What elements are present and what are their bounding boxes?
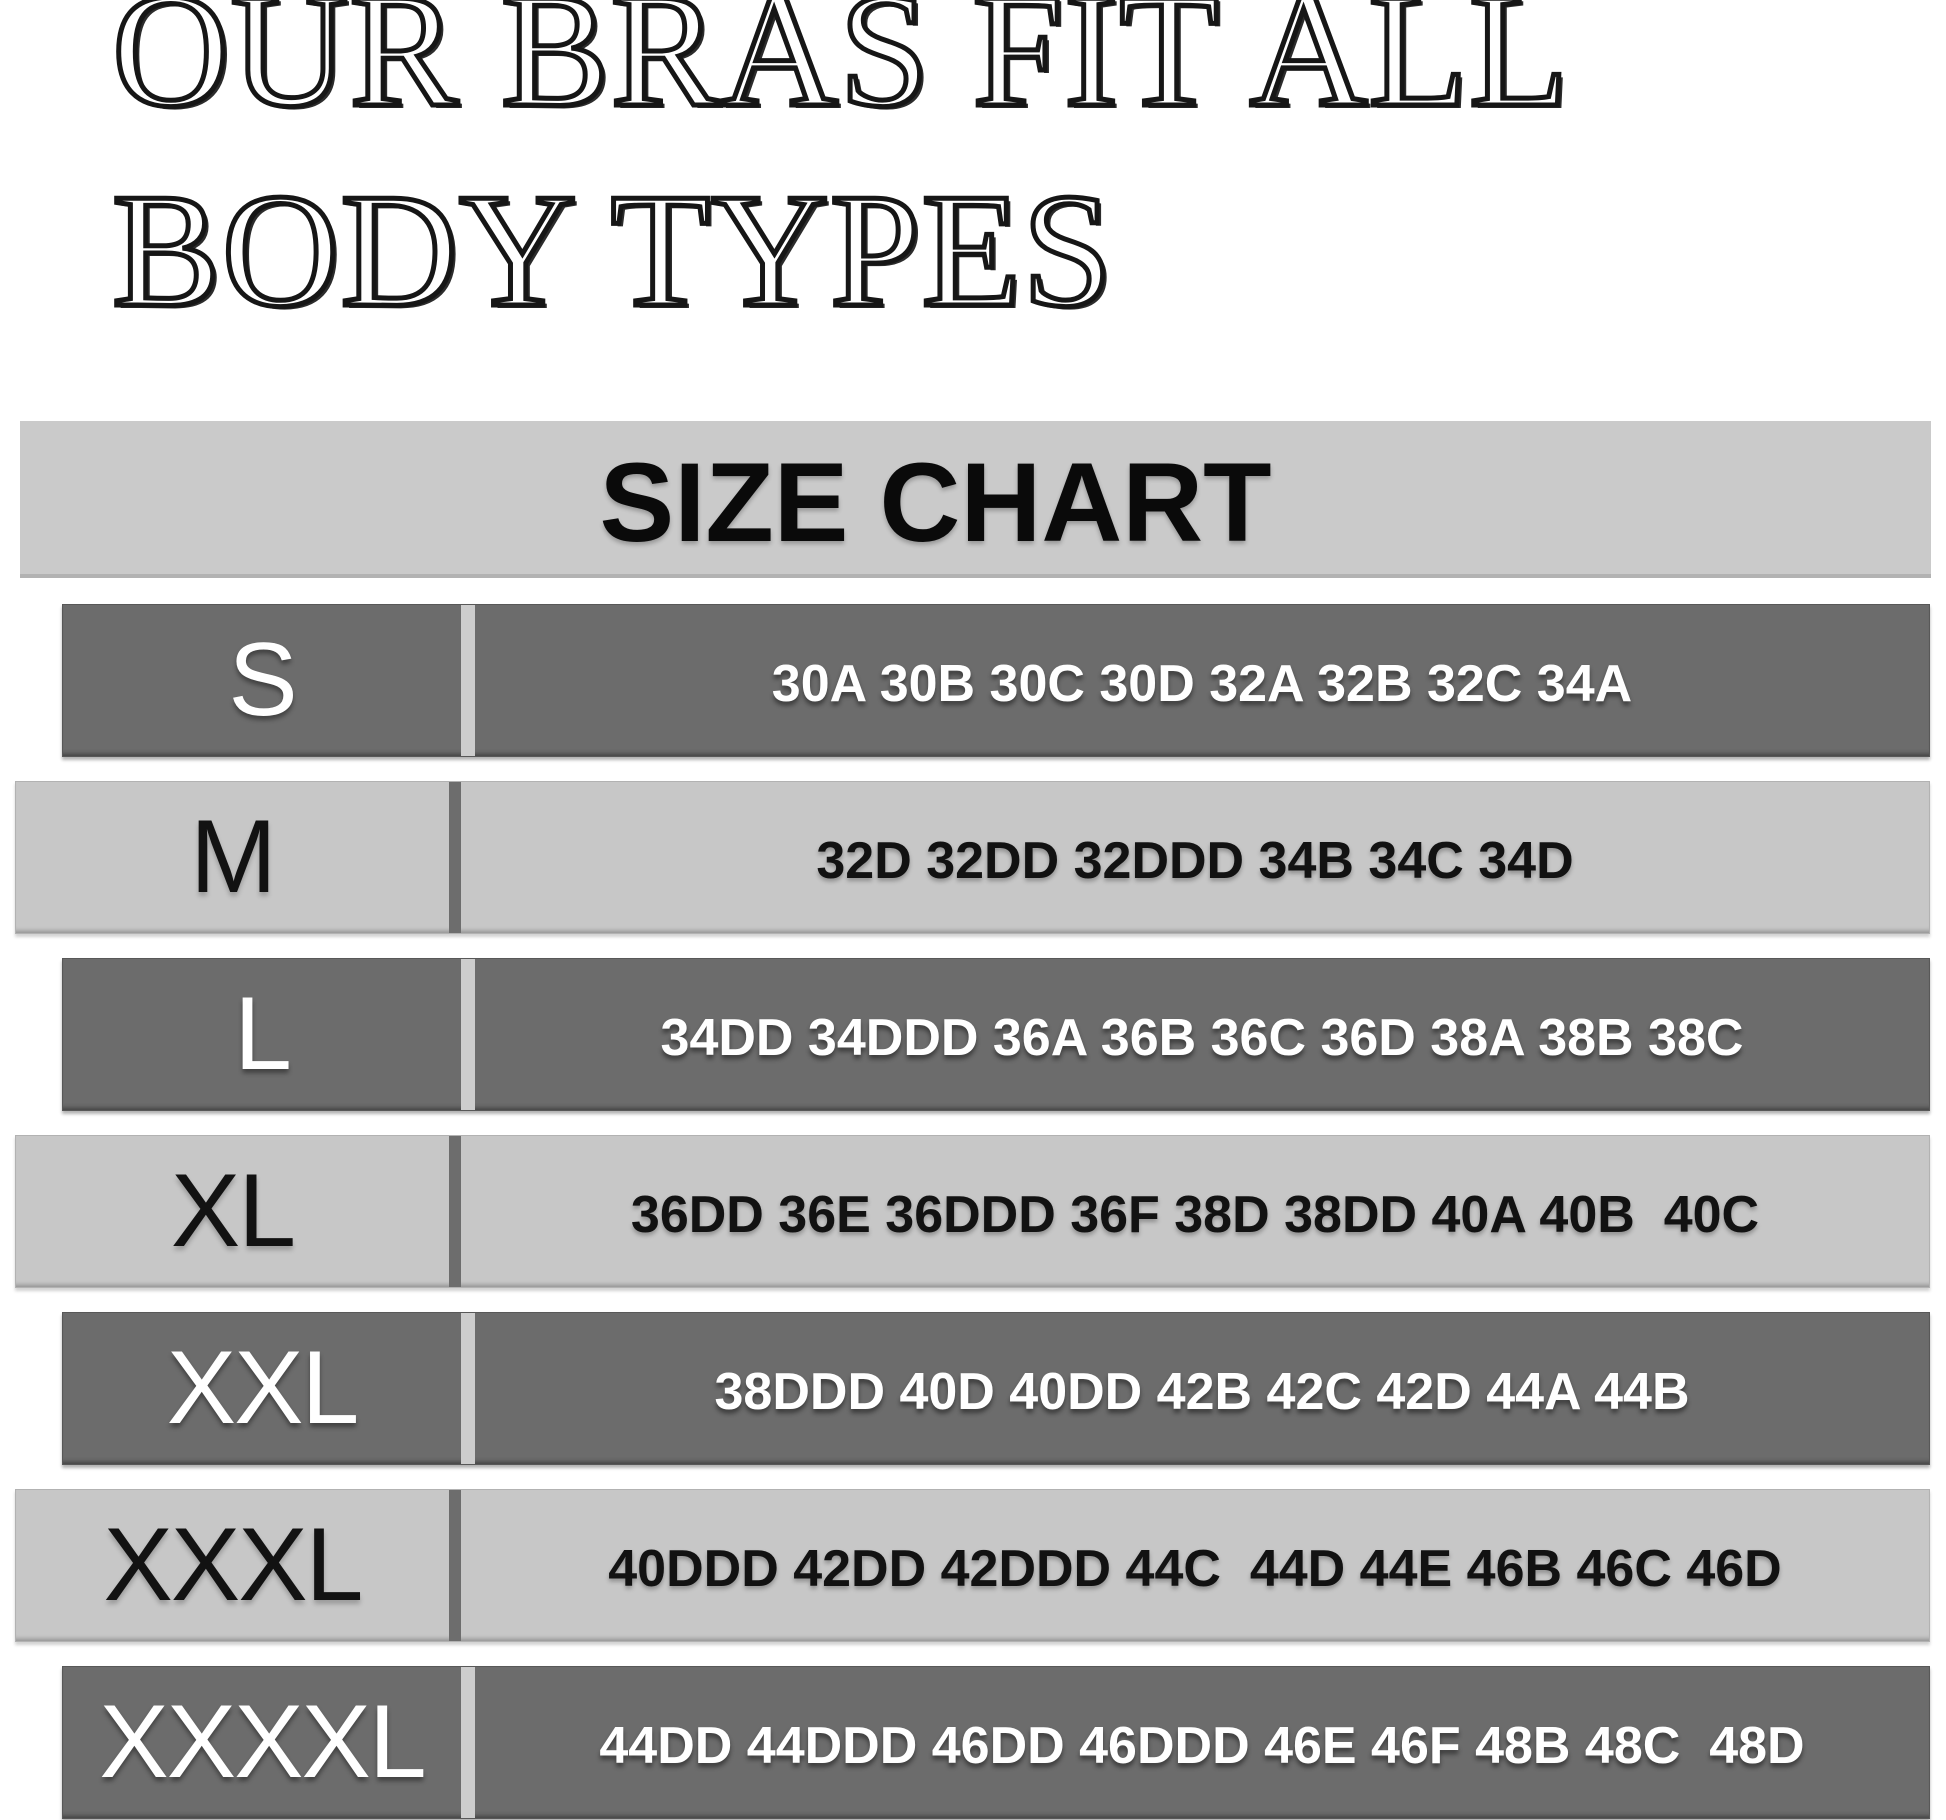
size-label: XXXXL [99, 1684, 426, 1800]
size-chart-row: XXXL 40DDD 42DD 42DDD 44C 44D 44E 46B 46… [15, 1489, 1930, 1642]
size-chart-header-label: SIZE CHART [599, 440, 1272, 565]
size-label: XL [170, 1153, 296, 1269]
bra-sizes-list: 44DD 44DDD 46DD 46DDD 46E 46F 48B 48C 48… [599, 1716, 1805, 1775]
size-label: XXXL [103, 1507, 364, 1623]
title-line-2: BODY TYPES [110, 159, 1116, 344]
bra-sizes-list: 36DD 36E 36DDD 36F 38D 38DD 40A 40B 40C [630, 1185, 1760, 1244]
column-divider [461, 605, 475, 756]
size-chart-row: XXXXL 44DD 44DDD 46DD 46DDD 46E 46F 48B … [62, 1666, 1930, 1819]
size-chart-row: XXL 38DDD 40D 40DD 42B 42C 42D 44A 44B [62, 1312, 1930, 1465]
size-chart-row: S 30A 30B 30C 30D 32A 32B 32C 34A [62, 604, 1930, 757]
size-label: M [190, 799, 277, 915]
page-title: OUR BRAS FIT ALL BODY TYPES [110, 0, 1572, 351]
column-divider [461, 959, 475, 1110]
column-divider [461, 1313, 475, 1464]
size-chart-row: M 32D 32DD 32DDD 34B 34C 34D [15, 781, 1930, 934]
bra-sizes-list: 34DD 34DDD 36A 36B 36C 36D 38A 38B 38C [660, 1008, 1744, 1067]
column-divider [449, 1136, 461, 1287]
column-divider [449, 782, 461, 933]
bra-sizes-list: 40DDD 42DD 42DDD 44C 44D 44E 46B 46C 46D [608, 1539, 1782, 1598]
bra-sizes-list: 30A 30B 30C 30D 32A 32B 32C 34A [771, 654, 1633, 713]
bra-sizes-list: 32D 32DD 32DDD 34B 34C 34D [816, 831, 1574, 890]
title-line-1: OUR BRAS FIT ALL [110, 0, 1572, 144]
size-chart-row: L 34DD 34DDD 36A 36B 36C 36D 38A 38B 38C [62, 958, 1930, 1111]
size-chart-row: XL 36DD 36E 36DDD 36F 38D 38DD 40A 40B 4… [15, 1135, 1930, 1288]
size-chart-table: S 30A 30B 30C 30D 32A 32B 32C 34A M 32D … [0, 604, 1946, 1820]
column-divider [449, 1490, 461, 1641]
bra-sizes-list: 38DDD 40D 40DD 42B 42C 42D 44A 44B [714, 1362, 1690, 1421]
size-chart-header-band: SIZE CHART [20, 421, 1931, 578]
size-label: XXL [166, 1330, 360, 1446]
size-label: S [228, 622, 297, 738]
size-label: L [234, 976, 292, 1092]
column-divider [461, 1667, 475, 1818]
